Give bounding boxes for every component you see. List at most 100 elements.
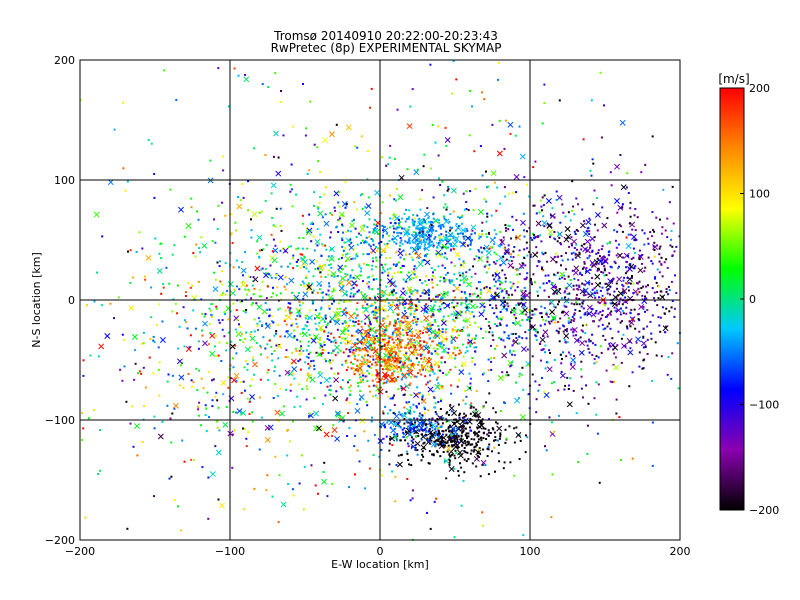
scatter-cross [500,259,507,266]
scatter-point [229,310,232,313]
scatter-point [604,260,607,263]
scatter-point [479,475,482,478]
scatter-point [660,232,663,235]
scatter-point [543,390,546,393]
scatter-point [482,372,485,375]
scatter-point [344,342,347,345]
scatter-point [414,231,417,234]
scatter-point [445,338,448,341]
scatter-point [265,489,268,492]
scatter-point [405,420,408,423]
scatter-point [369,106,371,109]
scatter-point [368,467,371,470]
scatter-point [345,361,347,364]
scatter-point [488,392,491,395]
scatter-point [396,359,399,362]
scatter-point [388,358,391,361]
scatter-point [354,317,357,320]
scatter-point [450,432,453,435]
scatter-point [581,302,584,305]
scatter-point [192,309,195,312]
scatter-point [396,231,399,234]
scatter-point [481,229,484,232]
scatter-point [487,429,490,432]
scatter-point [241,333,243,336]
scatter-point [490,368,493,371]
scatter-point [332,340,335,343]
scatter-point [529,253,532,256]
scatter-point [616,318,619,321]
scatter-point [449,459,451,462]
scatter-point [413,339,416,341]
scatter-point [475,408,478,411]
scatter-point [494,347,497,350]
scatter-point [422,394,424,397]
scatter-point [364,340,367,343]
scatter-point [202,387,205,389]
scatter-cross [128,305,135,312]
scatter-cross [420,418,427,425]
scatter-point [441,422,444,425]
scatter-point [581,267,584,270]
scatter-point [325,186,328,189]
scatter-point [476,305,479,308]
scatter-point [267,273,270,276]
scatter-point [354,357,357,360]
scatter-point [386,412,389,415]
scatter-point [601,323,604,326]
scatter-point [332,424,335,427]
scatter-point [274,365,276,368]
scatter-point [362,311,365,314]
scatter-point [543,307,546,310]
scatter-point [509,351,512,354]
scatter-point [367,316,370,319]
scatter-point [199,251,202,254]
scatter-point [259,378,262,381]
scatter-point [237,332,240,335]
scatter-point [651,135,654,138]
scatter-point [300,284,302,286]
scatter-point [374,307,377,310]
scatter-point [628,320,631,323]
scatter-point [443,460,446,463]
scatter-point [601,256,604,259]
scatter-point [564,329,567,331]
scatter-point [122,167,125,170]
scatter-point [216,420,219,423]
scatter-point [250,303,253,306]
scatter-point [395,438,398,441]
scatter-cross [415,332,422,339]
scatter-cross [288,277,295,284]
scatter-point [618,302,621,305]
scatter-point [384,373,387,376]
scatter-point [633,252,636,255]
scatter-point [493,312,496,315]
scatter-point [620,225,622,228]
scatter-point [439,225,442,228]
scatter-point [352,276,355,279]
scatter-point [625,236,628,239]
scatter-point [487,473,490,476]
scatter-point [412,213,415,216]
scatter-point [444,267,447,269]
scatter-point [447,246,450,249]
scatter-cross [317,372,324,379]
scatter-point [430,370,433,372]
scatter-point [664,229,667,232]
scatter-point [321,352,324,354]
scatter-point [573,277,576,280]
scatter-point [388,364,391,367]
scatter-point [626,277,629,279]
scatter-point [560,370,563,373]
scatter-point [401,297,404,300]
scatter-point [441,223,444,226]
scatter-point [308,367,311,370]
scatter-point [351,351,354,354]
scatter-point [408,226,411,229]
scatter-point [641,229,644,232]
scatter-cross [364,210,371,217]
scatter-point [553,305,555,308]
scatter-point [168,477,171,480]
scatter-point [600,136,603,139]
scatter-point [298,353,301,356]
